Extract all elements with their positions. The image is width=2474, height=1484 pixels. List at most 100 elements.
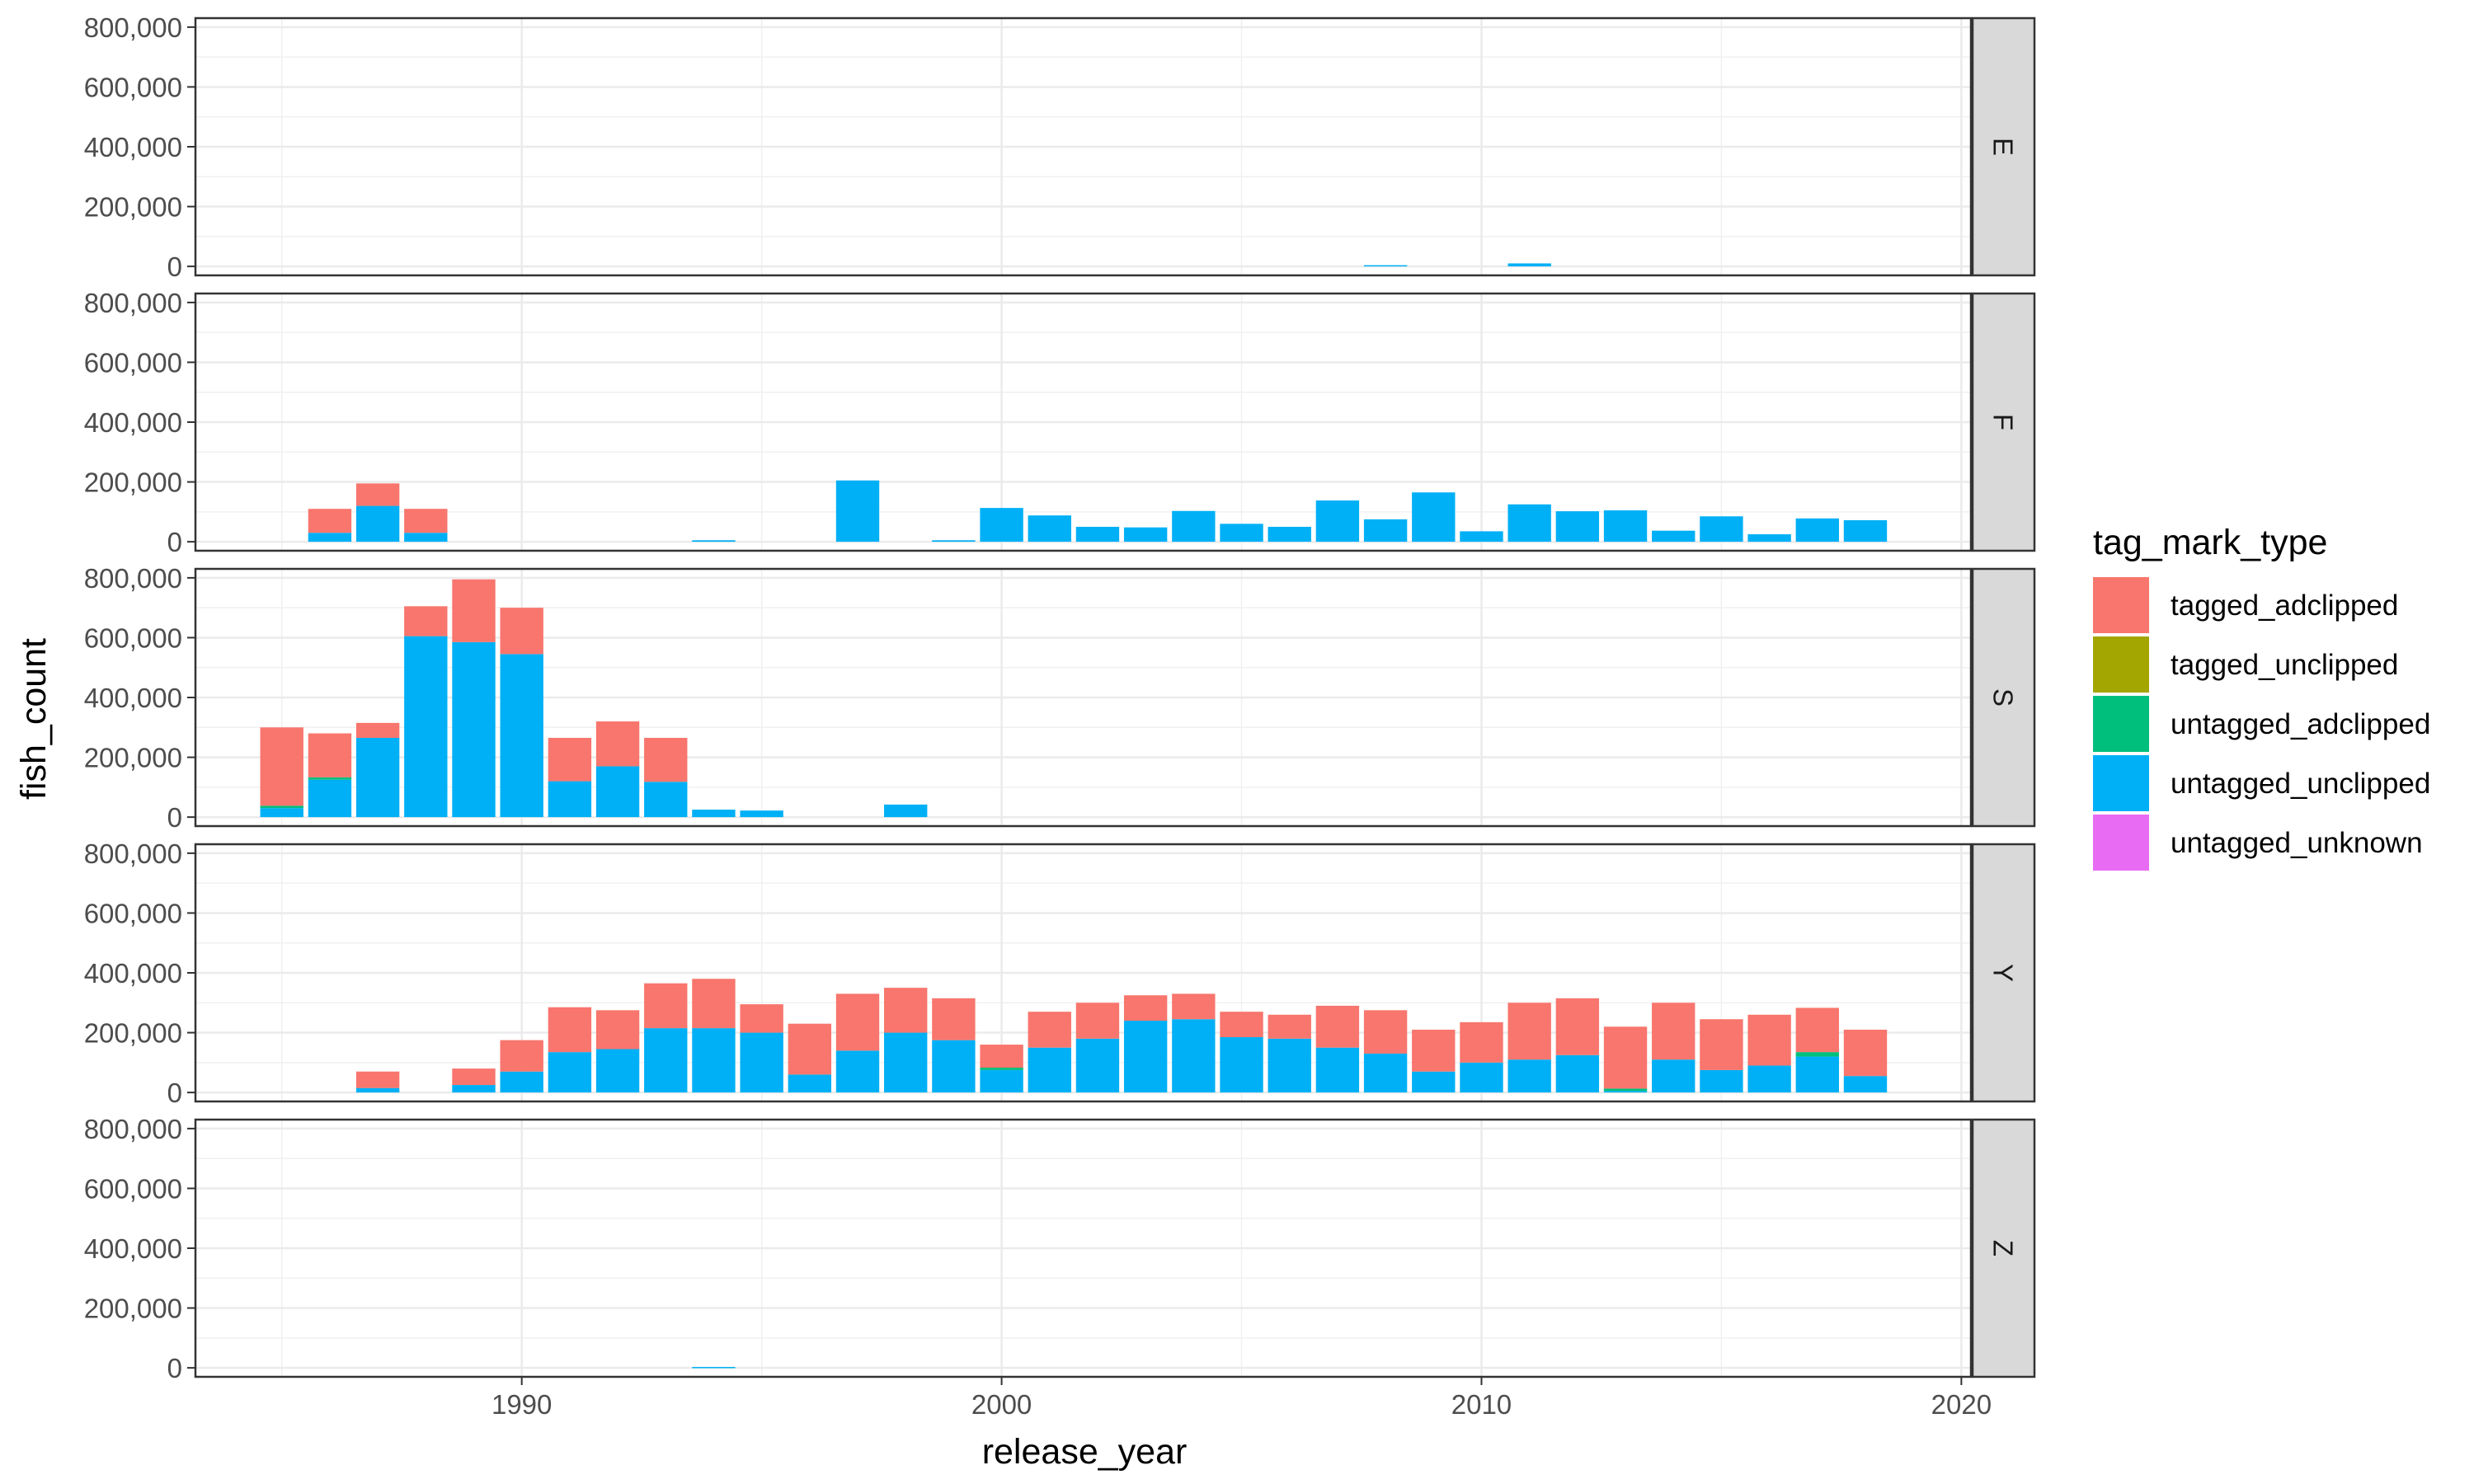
- bar-segment-untagged-unclipped: [1843, 1076, 1888, 1093]
- panel-border: [194, 843, 1973, 1103]
- bar-segment-tagged-adclipped: [1700, 1019, 1743, 1070]
- bar-segment-untagged-adclipped: [980, 1068, 1023, 1070]
- bar-segment-tagged-adclipped: [1460, 1021, 1503, 1063]
- y-tick-label: 800,000: [84, 288, 182, 318]
- y-tick-label: 600,000: [84, 622, 182, 653]
- x-tick-label: 1990: [492, 1389, 552, 1420]
- bar-segment-untagged-unclipped: [1700, 516, 1743, 542]
- bar-segment-untagged-unclipped: [1843, 519, 1888, 542]
- bar-segment-untagged-unclipped: [788, 1074, 832, 1093]
- y-tick-label: 400,000: [84, 1233, 182, 1264]
- bar-segment-untagged-unclipped: [1555, 511, 1600, 542]
- facet-strip: [1971, 843, 2036, 1103]
- facet-panel-y: 0 200,000 400,000 600,000 800,000 Y: [84, 838, 2036, 1108]
- bar-segment-untagged-unclipped: [1075, 1038, 1120, 1093]
- bar-segment-untagged-unclipped: [1603, 510, 1648, 542]
- legend-key-tagged-adclipped: [2093, 577, 2149, 633]
- bar-segment-untagged-unclipped: [404, 636, 448, 818]
- bar-segment-tagged-adclipped: [500, 608, 543, 655]
- panel-border: [194, 292, 1973, 552]
- y-tick-label: 800,000: [84, 563, 182, 594]
- bar-segment-tagged-adclipped: [1123, 995, 1168, 1021]
- facet-strip-label: S: [1988, 688, 2019, 707]
- y-tick-label: 800,000: [84, 12, 182, 43]
- bar-segment-untagged-unclipped: [1220, 1037, 1263, 1093]
- y-tick-label: 400,000: [84, 407, 182, 438]
- bar-segment-untagged-adclipped: [308, 777, 352, 780]
- bar-segment-untagged-unclipped: [452, 641, 496, 818]
- bar-segment-tagged-adclipped: [644, 737, 688, 782]
- y-tick-label: 200,000: [84, 1018, 182, 1049]
- bar-segment-tagged-adclipped: [548, 737, 592, 782]
- bar-segment-tagged-adclipped: [1555, 998, 1600, 1055]
- y-tick-label: 400,000: [84, 958, 182, 989]
- bar-segment-tagged-adclipped: [595, 1010, 640, 1050]
- legend-label: tagged_unclipped: [2171, 649, 2398, 681]
- bar-segment-untagged-unclipped: [1652, 530, 1696, 542]
- bar-segment-untagged-unclipped: [1363, 265, 1408, 267]
- bar-segment-untagged-unclipped: [260, 808, 303, 818]
- facet-panel-s: 0 200,000 400,000 600,000 800,000 S: [84, 563, 2036, 833]
- bar-segment-untagged-unclipped: [1412, 492, 1456, 542]
- bar-segment-untagged-unclipped: [835, 480, 880, 542]
- bar-segment-untagged-unclipped: [1028, 515, 1071, 542]
- bar-segment-tagged-adclipped: [932, 998, 976, 1040]
- facet-strip-label: Z: [1988, 1240, 2019, 1256]
- bar-segment-untagged-unclipped: [1460, 1062, 1503, 1093]
- bar-segment-untagged-adclipped: [1603, 1088, 1648, 1092]
- y-tick-label: 200,000: [84, 192, 182, 223]
- y-tick-label: 600,000: [84, 898, 182, 928]
- facet-strip: [1971, 292, 2036, 552]
- bar-segment-untagged-unclipped: [884, 1032, 928, 1093]
- y-tick-label: 0: [167, 251, 182, 282]
- bar-segment-untagged-unclipped: [1795, 1056, 1839, 1093]
- bar-segment-tagged-adclipped: [788, 1023, 832, 1075]
- bar-segment-untagged-unclipped: [355, 737, 400, 818]
- bar-segment-untagged-unclipped: [548, 1052, 592, 1093]
- legend-label: tagged_adclipped: [2171, 589, 2398, 622]
- y-tick-label: 200,000: [84, 743, 182, 773]
- x-axis-title: release_year: [982, 1432, 1188, 1472]
- x-tick-label: 2020: [1931, 1389, 1992, 1420]
- legend-label: untagged_unclipped: [2171, 768, 2430, 800]
- x-tick-label: 2000: [971, 1389, 1032, 1420]
- y-tick-label: 0: [167, 527, 182, 557]
- bar-segment-untagged-adclipped: [1795, 1052, 1839, 1057]
- bar-segment-tagged-adclipped: [355, 722, 400, 738]
- bar-segment-untagged-unclipped: [692, 540, 736, 542]
- y-tick-label: 600,000: [84, 347, 182, 378]
- bar-segment-untagged-unclipped: [500, 1071, 543, 1093]
- y-tick-label: 600,000: [84, 1173, 182, 1204]
- bar-segment-tagged-adclipped: [1843, 1029, 1888, 1077]
- bar-segment-untagged-unclipped: [1363, 519, 1408, 542]
- bar-segment-untagged-unclipped: [1460, 531, 1503, 542]
- bar-segment-untagged-unclipped: [548, 781, 592, 818]
- bar-segment-untagged-unclipped: [500, 654, 543, 818]
- bar-segment-untagged-unclipped: [740, 1032, 783, 1093]
- y-tick-label: 800,000: [84, 1114, 182, 1144]
- bar-segment-untagged-unclipped: [1363, 1053, 1408, 1093]
- bar-segment-tagged-adclipped: [595, 721, 640, 767]
- facet-strip: [1971, 1118, 2036, 1378]
- bar-segment-untagged-unclipped: [1268, 1038, 1311, 1093]
- bar-segment-untagged-unclipped: [1268, 526, 1311, 542]
- bar-segment-untagged-unclipped: [932, 1040, 976, 1093]
- bar-segment-untagged-unclipped: [1028, 1047, 1071, 1093]
- legend: tag_mark_type tagged_adclipped tagged_unc…: [2093, 523, 2430, 871]
- bar-segment-untagged-unclipped: [1747, 534, 1791, 542]
- facet-strip-label: E: [1988, 138, 2019, 156]
- panel-border: [194, 567, 1973, 828]
- bar-segment-untagged-unclipped: [595, 1049, 640, 1093]
- bar-segment-tagged-adclipped: [1795, 1007, 1839, 1053]
- y-tick-label: 0: [167, 1353, 182, 1383]
- bar-segment-untagged-unclipped: [355, 505, 400, 542]
- bar-segment-untagged-unclipped: [980, 1069, 1023, 1093]
- bar-segment-tagged-adclipped: [1268, 1014, 1311, 1039]
- bar-segment-tagged-adclipped: [1412, 1029, 1456, 1072]
- legend-key-untagged-unclipped: [2093, 755, 2149, 811]
- bar-segment-untagged-unclipped: [1315, 1047, 1360, 1093]
- bar-segment-tagged-adclipped: [1075, 1003, 1120, 1039]
- bar-segment-tagged-adclipped: [1172, 993, 1216, 1020]
- y-tick-label: 400,000: [84, 683, 182, 713]
- facet-panels: 0 200,000 400,000 600,000 800,000 E 0 200,000 40…: [84, 12, 2036, 1383]
